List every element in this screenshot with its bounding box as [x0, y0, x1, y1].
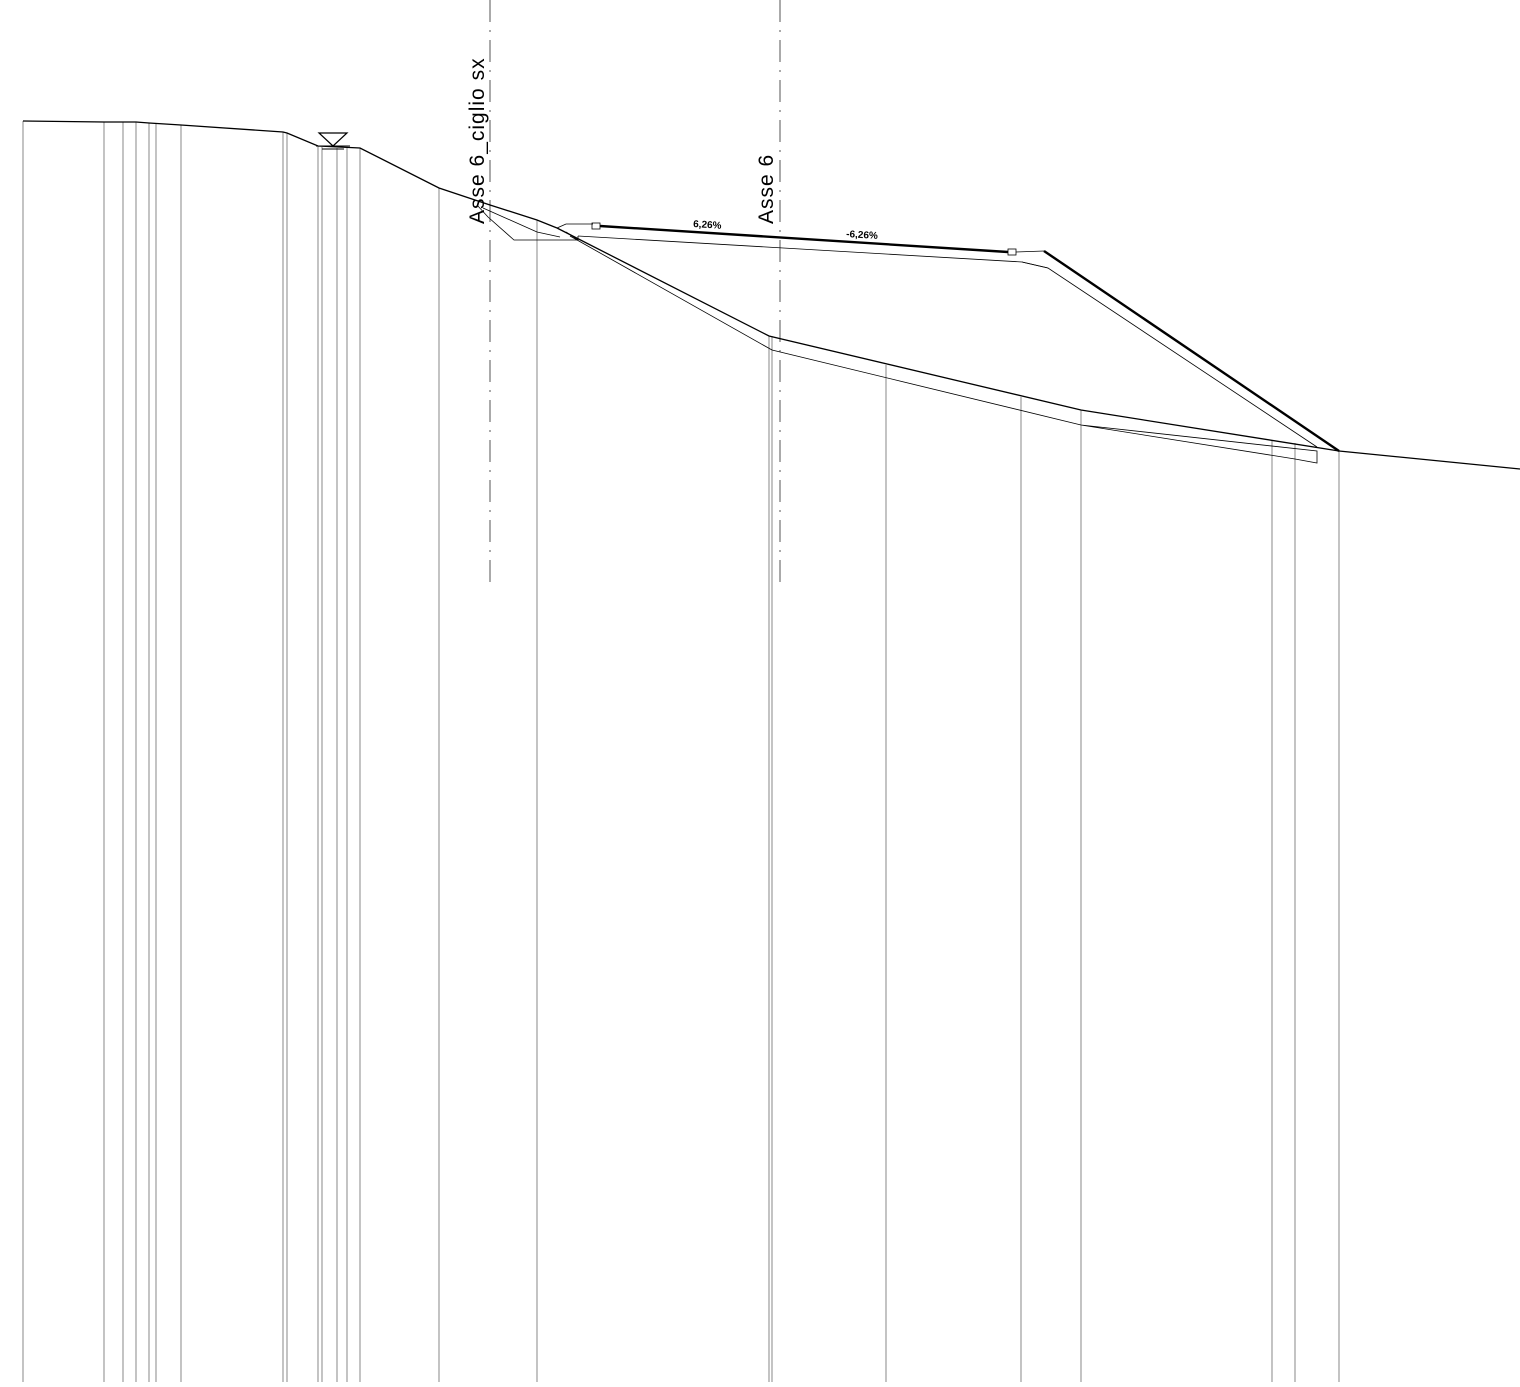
curb-right-icon: [1007, 248, 1017, 256]
embankment-left-slope-line: [556, 227, 1340, 452]
pavement-edge-left-line: [565, 231, 579, 241]
embankment-right-slope-inner-line: [1021, 261, 1318, 448]
axis-label-asse-6: Asse 6: [755, 154, 778, 224]
left-ditch-line: [476, 204, 578, 241]
embankment-right-slope-line: [1043, 250, 1340, 452]
axis-label-ciglio-sx: Asse 6_ciglio sx: [466, 57, 489, 224]
ground-profile-right-line: [1338, 450, 1520, 470]
ground-profile-line: [22, 120, 558, 229]
shoulder-left-line: [556, 223, 593, 229]
slope-right-label: -6,26%: [846, 229, 878, 242]
embankment-left-slope-inner-line: [569, 235, 1318, 464]
station-lines: [22, 121, 1340, 1382]
left-ditch-inner-line: [482, 207, 561, 238]
shoulder-right-line: [1015, 250, 1045, 253]
pavement-base-line: [577, 235, 1049, 269]
slope-left-label: 6,26%: [693, 219, 722, 232]
water-level-triangle-icon: [316, 132, 350, 150]
road-surface-line: [599, 224, 1009, 254]
curb-left-icon: [591, 222, 601, 230]
